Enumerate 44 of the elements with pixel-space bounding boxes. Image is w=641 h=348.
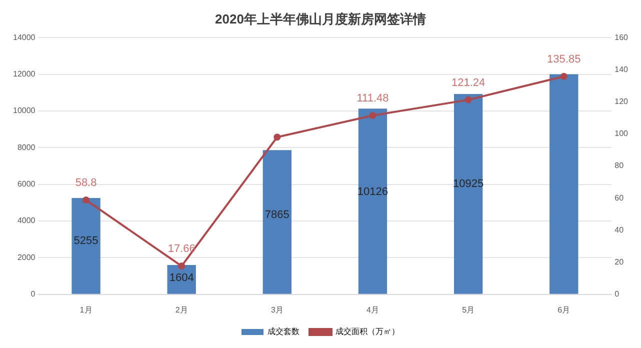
legend-label: 成交套数 [268,327,300,336]
y2-tick-label: 80 [614,161,624,170]
y2-tick-label: 40 [614,225,624,234]
bar [262,150,292,294]
point [369,112,376,119]
y-tick-label: 6000 [17,180,36,189]
x-tick-label: 6月 [558,305,570,314]
data-label: 135.85 [547,53,581,66]
x-tick-label: 4月 [366,305,379,314]
y-tick-label: 2000 [17,252,36,262]
y-tick-label: 8000 [17,142,36,152]
point [560,72,568,80]
point [464,96,472,104]
x-tick-label: 2月 [175,305,188,314]
data-label: 58.8 [75,177,97,190]
x-tick-label: 3月 [270,305,284,314]
x-tick-label: 1月 [80,305,92,314]
data-label: 7865 [264,208,290,221]
y2-tick-label: 140 [614,64,629,74]
y-tick-label: 12000 [12,69,36,78]
x-tick-label: 5月 [462,305,475,314]
legend-label: 成交面积（万㎡） [336,327,400,336]
point [82,196,90,204]
y2-tick-label: 100 [614,129,629,138]
y-tick-label: 14000 [12,32,36,42]
data-label: 1604 [169,272,194,284]
bar [550,74,578,294]
y2-tick-label: 160 [614,32,629,42]
y-tick-label: 4000 [17,216,36,226]
bar [454,94,483,294]
bar [72,198,100,294]
point [178,262,186,270]
data-label: 111.48 [356,92,389,105]
y-tick-label: 0 [30,290,36,299]
y2-tick-label: 0 [614,290,620,299]
y2-tick-label: 60 [614,193,624,202]
bar [358,108,388,294]
y2-tick-label: 20 [614,258,624,267]
y-tick-label: 10000 [12,106,36,116]
point [274,134,281,141]
data-label: 5255 [74,235,98,248]
chart-title: 2020年上半年佛山月度新房网签详情 [215,11,426,26]
data-label: 121.24 [451,76,486,89]
y2-tick-label: 120 [614,97,629,106]
